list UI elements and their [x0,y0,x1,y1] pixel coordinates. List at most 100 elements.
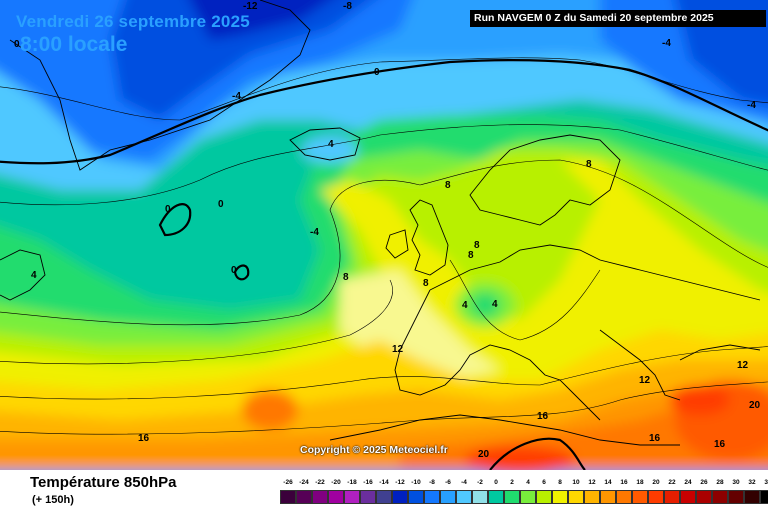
scale-swatch [584,490,600,504]
scale-label: -8 [429,479,435,486]
scale-label: 32 [748,479,756,486]
isotherm-label: 4 [492,299,498,310]
scale-label: -18 [347,479,357,486]
scale-swatch [600,490,616,504]
isotherm-label: 12 [737,360,749,371]
scale-swatch [712,490,728,504]
isotherm-label: 12 [392,344,404,355]
scale-swatch [504,490,520,504]
scale-swatch [520,490,536,504]
isotherm-label: 8 [586,159,592,170]
isotherm-label: -4 [747,100,756,111]
isotherm-label: 8 [343,272,349,283]
scale-swatch [568,490,584,504]
color-scale [280,490,768,504]
forecast-date: Vendredi 26 septembre 2025 [16,12,250,31]
scale-label: 0 [494,479,498,486]
scale-label: 24 [684,479,692,486]
scale-swatch [552,490,568,504]
scale-swatch [744,490,760,504]
forecast-time: 8:00 locale [20,33,128,56]
scale-label: 2 [510,479,514,486]
scale-label: -2 [477,479,483,486]
scale-label: -14 [379,479,389,486]
isotherm-label: 16 [138,433,150,444]
scale-swatch [360,490,376,504]
scale-label: 12 [588,479,596,486]
isotherm-label: 8 [468,250,474,261]
scale-swatch [376,490,392,504]
isotherm-label: 8 [423,278,429,289]
temperature-map: -12 -8 0 -4 -4 -4 0 4 0 0 -4 0 8 4 8 8 8… [0,0,768,470]
scale-label: -22 [315,479,325,486]
isotherm-label: 16 [649,433,661,444]
scale-label: -6 [445,479,451,486]
scale-label: 30 [732,479,740,486]
scale-label: 14 [604,479,612,486]
scale-label: -20 [331,479,341,486]
legend-bar: Température 850hPa (+ 150h) -26 -24 -22 -20… [0,470,768,512]
map-title: Température 850hPa [30,474,177,491]
scale-swatch [680,490,696,504]
isotherm-label: 0 [14,39,20,50]
isotherm-label: 0 [231,265,237,276]
scale-label: -26 [283,479,293,486]
isotherm-label: 16 [714,439,726,450]
scale-label: 4 [526,479,530,486]
scale-label: 20 [652,479,660,486]
isotherm-label: 0 [218,199,224,210]
scale-label: 28 [716,479,724,486]
scale-swatch [536,490,552,504]
scale-swatch [696,490,712,504]
isotherm-label: 8 [445,180,451,191]
scale-swatch [296,490,312,504]
scale-swatch [328,490,344,504]
scale-swatch [616,490,632,504]
scale-swatch [488,490,504,504]
scale-label: 16 [620,479,628,486]
isotherm-label: -12 [243,1,258,12]
scale-swatch [664,490,680,504]
scale-label: 6 [542,479,546,486]
scale-swatch [408,490,424,504]
isotherm-label: -8 [343,1,352,12]
scale-swatch [760,490,768,504]
isotherm-label: 20 [478,449,490,460]
isotherm-label: 12 [639,375,651,386]
isotherm-label: 4 [328,139,334,150]
isotherm-label: 20 [749,400,761,411]
zero-isotherm [0,58,768,470]
isotherm-label: 16 [537,411,549,422]
scale-label: 34 [764,479,768,486]
isotherm-label: -4 [232,91,241,102]
isotherm-label: 4 [462,300,468,311]
copyright-notice: Copyright © 2025 Meteociel.fr [300,444,448,456]
scale-label: -16 [363,479,373,486]
scale-label: -10 [411,479,421,486]
isotherm-label: -4 [310,227,319,238]
scale-swatch [440,490,456,504]
forecast-hour: (+ 150h) [32,494,74,506]
scale-label: 10 [572,479,580,486]
scale-swatch [344,490,360,504]
isotherm-label: 8 [474,240,480,251]
scale-label: 8 [558,479,562,486]
color-scale-labels: -26 -24 -22 -20 -18 -16 -14 -12 -10 -8 -6 -4 -2 0 2 4 6 8… [280,479,768,489]
isotherm-label: 4 [31,270,37,281]
isotherm-labels: -12 -8 0 -4 -4 -4 0 4 0 0 -4 0 8 4 8 8 8… [14,1,761,460]
scale-label: -24 [299,479,309,486]
coastlines [0,0,761,446]
scale-swatch [424,490,440,504]
isotherms [0,57,768,435]
scale-swatch [728,490,744,504]
model-run-info: Run NAVGEM 0 Z du Samedi 20 septembre 20… [470,10,766,27]
scale-label: -12 [395,479,405,486]
scale-swatch [472,490,488,504]
scale-label: -4 [461,479,467,486]
scale-swatch [456,490,472,504]
scale-label: 22 [668,479,676,486]
scale-swatch [648,490,664,504]
scale-label: 18 [636,479,644,486]
scale-swatch [632,490,648,504]
map-canvas: -12 -8 0 -4 -4 -4 0 4 0 0 -4 0 8 4 8 8 8… [0,0,768,470]
